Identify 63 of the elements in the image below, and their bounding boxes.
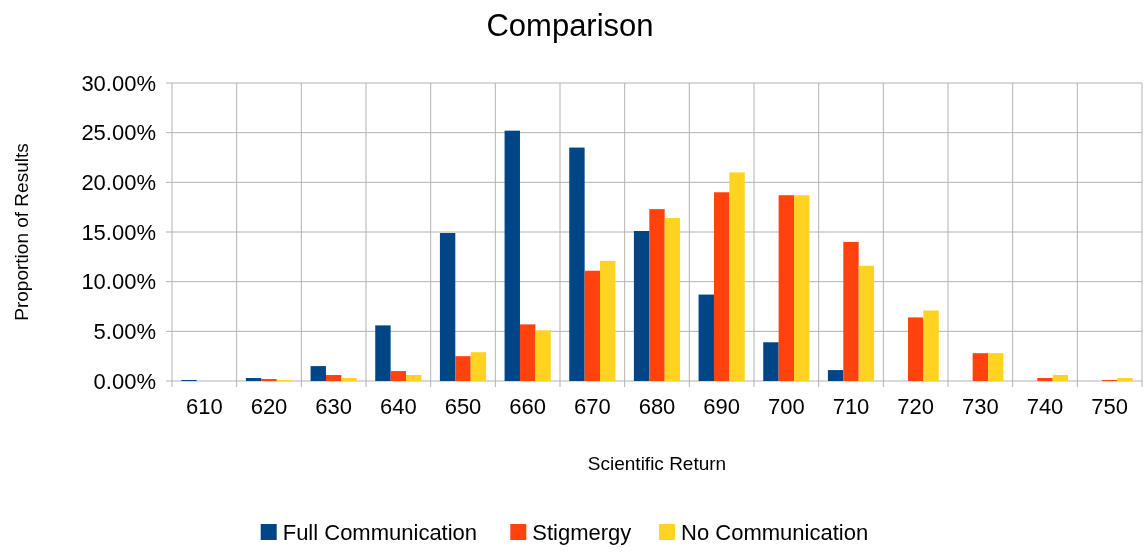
bar [843,241,859,381]
bar [310,366,326,381]
bar [519,324,536,381]
bar [535,330,551,381]
bar [713,192,730,381]
x-tick-label: 630 [315,394,353,419]
bar [827,370,844,381]
bar [390,371,407,381]
bar [600,260,616,381]
chart-title: Comparison [486,8,654,43]
x-tick-label: 750 [1091,394,1129,419]
bar [341,378,357,381]
x-axis-title: Scientific Return [587,453,727,474]
x-tick-label: 640 [379,394,417,419]
y-axis-title: Proportion of Results [11,143,32,321]
x-tick-label: 740 [1026,394,1064,419]
bar [794,195,810,381]
bar [439,232,456,381]
y-tick-label: 15.00% [81,219,156,245]
bar [778,195,795,381]
bar [245,378,262,381]
x-tick-label: 620 [250,394,288,419]
legend-label: Full Communication [282,520,478,545]
x-tick-label: 700 [767,394,805,419]
bar [649,209,665,381]
bar [455,356,471,381]
bar [1052,375,1069,381]
y-tick-label: 25.00% [81,120,156,146]
y-tick-label: 5.00% [93,319,156,345]
bar [325,375,342,381]
bar [858,265,875,381]
y-tick-label: 0.00% [93,368,156,394]
bar [907,317,924,381]
x-tick-label: 710 [832,394,870,419]
legend-label: Stigmergy [532,520,632,545]
bar [988,353,1004,381]
y-tick-label: 20.00% [81,170,156,196]
bar [923,310,939,381]
x-tick-label: 730 [961,394,999,419]
x-tick-label: 650 [444,394,482,419]
x-tick-label: 720 [897,394,935,419]
bar [504,130,520,381]
y-tick-label: 10.00% [81,269,156,295]
bar [729,172,745,381]
bar [569,147,585,381]
bar [584,270,601,381]
y-tick-label: 30.00% [81,70,156,96]
x-tick-label: 690 [703,394,741,419]
x-tick-label: 660 [509,394,547,419]
bar [375,325,391,381]
x-tick-label: 610 [185,394,223,419]
bar [1117,378,1133,381]
bar [698,294,714,381]
bar [664,218,681,381]
x-tick-label: 670 [573,394,611,419]
bar [470,352,487,381]
bar [633,231,650,381]
bar [763,342,779,381]
bar [1037,378,1053,381]
bar [972,353,989,381]
bar [406,375,422,381]
legend-label: No Communication [681,520,869,545]
x-tick-label: 680 [638,394,676,419]
